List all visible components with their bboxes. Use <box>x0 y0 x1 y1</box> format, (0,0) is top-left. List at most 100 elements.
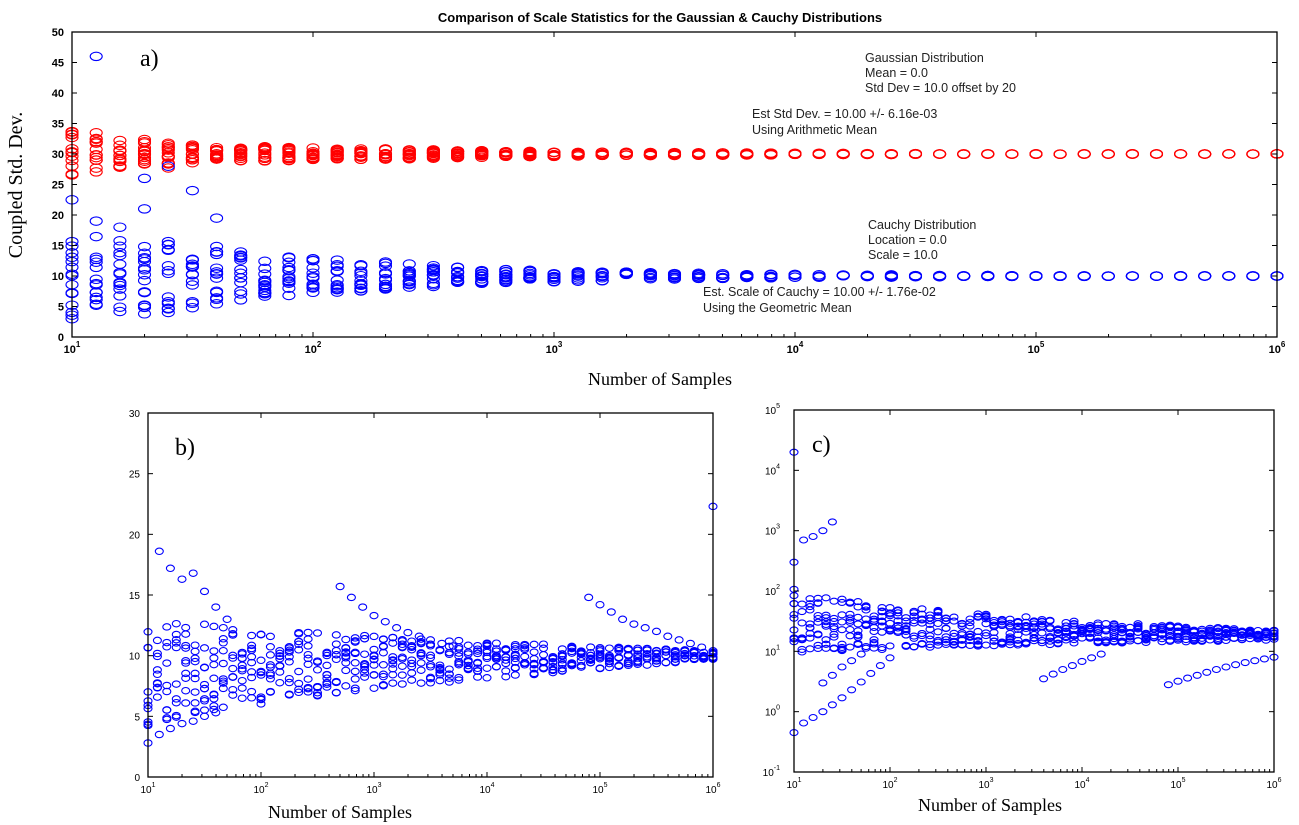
cauchy-marker <box>113 247 127 258</box>
chart-c-marker <box>853 639 863 647</box>
cauchy-marker <box>137 241 152 252</box>
chart-c-xtick-label: 106 <box>1266 777 1281 791</box>
gaussian-marker <box>137 136 152 147</box>
chart-b-marker <box>388 657 398 665</box>
gaussian-marker <box>113 150 127 161</box>
chart-b-marker <box>284 678 294 687</box>
chart-b-marker <box>265 661 275 669</box>
gaussian-estimate-line-1: Est Std Dev. = 10.00 +/- 6.16e-03 <box>752 107 937 121</box>
gaussian-marker <box>89 163 103 173</box>
cauchy-marker <box>643 268 657 278</box>
chart-b-marker <box>425 679 436 687</box>
cauchy-marker <box>258 256 272 267</box>
gaussian-marker <box>330 147 344 158</box>
chart-b-marker <box>162 659 172 667</box>
chart-b-marker <box>322 683 332 691</box>
chart-b-marker <box>360 665 370 674</box>
chart-b-marker <box>312 657 323 665</box>
chart-b-marker <box>256 695 266 704</box>
chart-b-marker <box>640 624 650 632</box>
chart-c-marker <box>808 713 818 722</box>
cauchy-marker <box>89 280 103 290</box>
cauchy-marker <box>426 267 440 277</box>
cauchy-marker <box>137 269 152 280</box>
chart-b-marker <box>177 719 187 728</box>
cauchy-marker <box>402 271 416 281</box>
chart-b-marker <box>651 627 662 636</box>
chart-c-marker <box>799 536 809 544</box>
chart-c-marker <box>869 644 879 652</box>
gaussian-marker <box>161 145 175 155</box>
chart-c-marker <box>1087 654 1097 662</box>
chart-b-marker <box>228 673 238 681</box>
cauchy-marker <box>210 241 224 252</box>
cauchy-annotation-line-3: Scale = 10.0 <box>868 248 938 262</box>
cauchy-marker <box>113 259 127 269</box>
chart-a-plot-frame <box>71 31 1278 338</box>
gaussian-marker <box>1053 149 1067 159</box>
chart-a-xtick-label: 106 <box>1269 340 1286 356</box>
chart-b-marker <box>674 636 684 644</box>
cauchy-marker <box>354 285 368 296</box>
chart-b-marker <box>162 623 172 631</box>
gaussian-marker <box>523 148 537 159</box>
gaussian-marker <box>306 153 320 163</box>
chart-c-marker <box>827 671 837 679</box>
chart-b-marker <box>454 660 464 669</box>
cauchy-marker <box>234 286 248 296</box>
cauchy-marker <box>161 292 175 302</box>
chart-b-marker <box>265 688 275 696</box>
cauchy-marker <box>499 272 513 282</box>
gaussian-marker <box>137 146 152 157</box>
chart-b-marker <box>331 650 341 659</box>
chart-b-marker <box>397 671 407 679</box>
chart-b-marker <box>444 648 454 657</box>
chart-c-marker <box>827 701 837 709</box>
gaussian-marker <box>161 159 175 169</box>
cauchy-marker <box>547 269 561 280</box>
chart-b-marker <box>567 659 577 668</box>
chart-c-marker <box>1173 677 1183 685</box>
chart-b-marker <box>651 657 662 665</box>
chart-b-marker <box>303 688 313 696</box>
cauchy-marker <box>137 275 152 286</box>
chart-c-marker <box>1005 633 1015 641</box>
gaussian-marker <box>402 149 416 159</box>
cauchy-marker <box>185 297 199 307</box>
chart-b-marker <box>510 640 520 649</box>
chart-c-marker <box>1133 637 1143 645</box>
gaussian-marker <box>258 142 272 153</box>
chart-c-marker <box>933 608 943 616</box>
chart-a-ytick-label: 35 <box>52 119 64 131</box>
gaussian-marker <box>258 144 272 155</box>
chart-b-marker <box>407 659 417 668</box>
chart-b-marker <box>651 655 662 663</box>
chart-b-marker <box>341 652 351 660</box>
chart-b-marker <box>529 640 539 649</box>
cauchy-marker <box>402 276 416 286</box>
chart-c-xtick-label: 101 <box>786 777 801 791</box>
gaussian-marker <box>210 153 224 163</box>
cauchy-marker <box>89 216 103 226</box>
cauchy-marker <box>1149 271 1164 281</box>
chart-b-marker <box>152 636 162 645</box>
chart-c-marker <box>1259 655 1269 663</box>
chart-b-marker <box>294 637 304 646</box>
chart-c-marker <box>861 644 871 652</box>
cauchy-marker <box>282 262 296 273</box>
cauchy-marker <box>1029 270 1043 281</box>
chart-b-marker <box>256 630 266 639</box>
gaussian-marker <box>185 142 199 153</box>
chart-b-marker <box>369 632 379 641</box>
chart-b-marker <box>228 629 238 638</box>
gaussian-marker <box>981 149 995 159</box>
chart-b-marker <box>473 658 483 667</box>
chart-b-marker <box>218 703 228 712</box>
chart-b-marker <box>416 659 426 667</box>
chart-b-marker <box>586 643 596 651</box>
cauchy-marker <box>571 268 585 279</box>
gaussian-marker <box>185 153 199 163</box>
cauchy-marker <box>619 267 633 277</box>
chart-c-marker <box>805 645 815 653</box>
cauchy-marker <box>330 275 344 285</box>
